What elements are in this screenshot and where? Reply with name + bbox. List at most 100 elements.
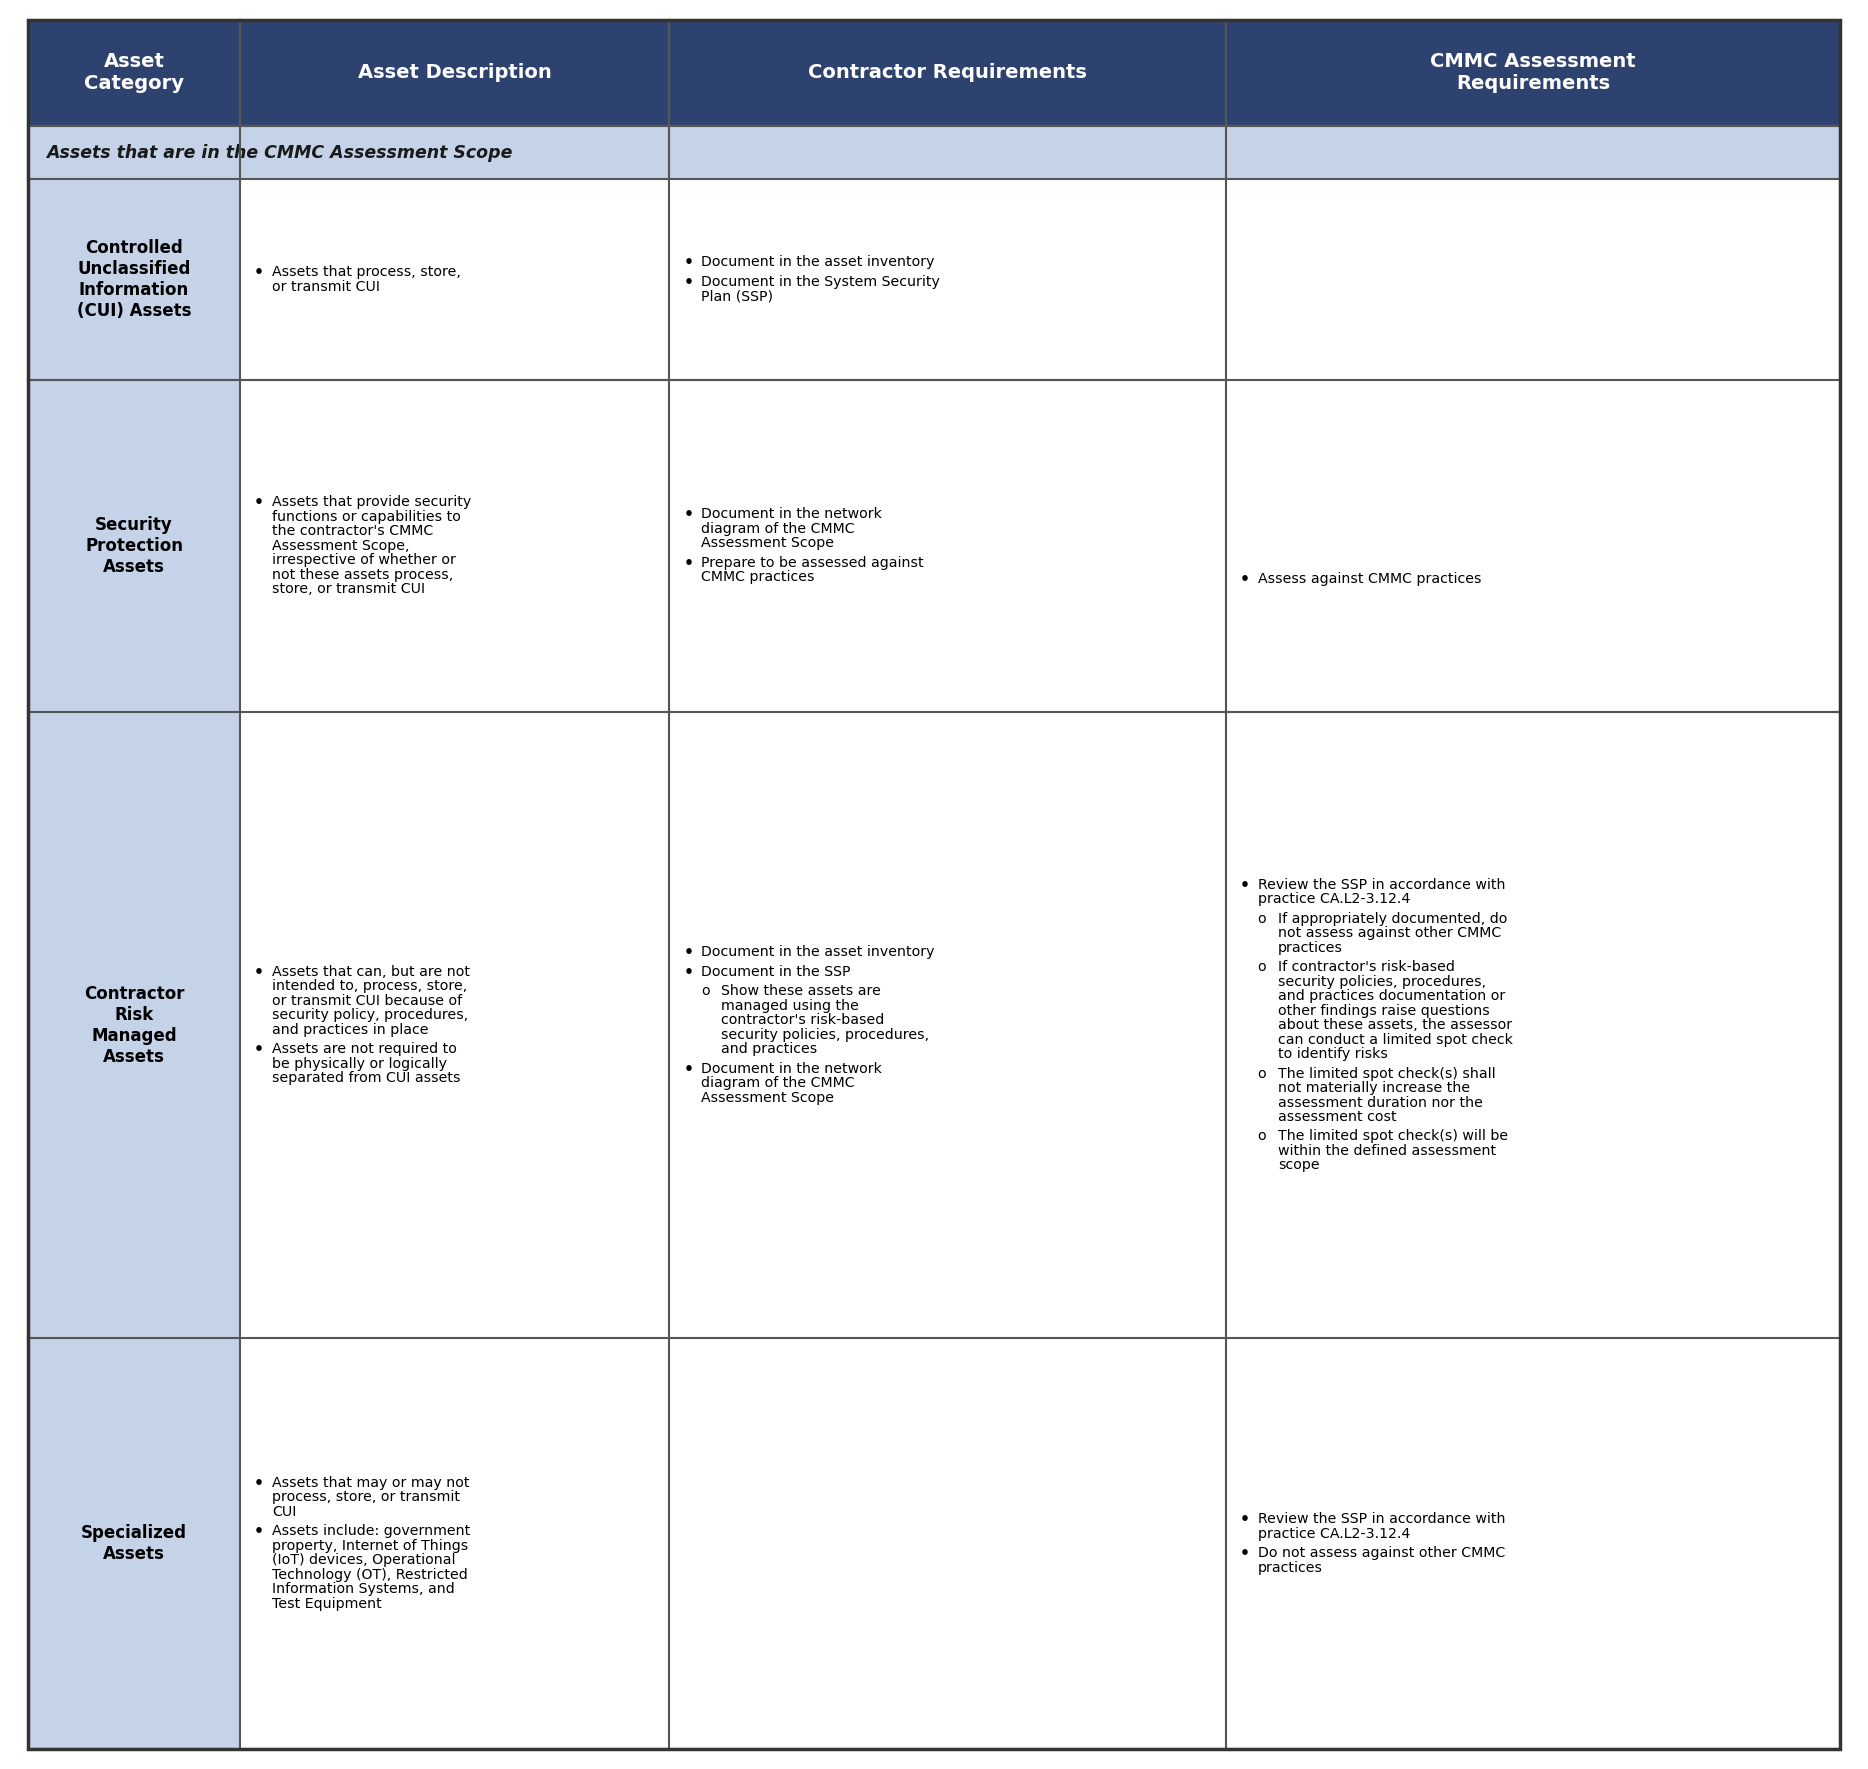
Text: contractor's risk-based: contractor's risk-based (721, 1014, 885, 1028)
Text: assessment cost: assessment cost (1278, 1109, 1397, 1123)
Text: be physically or logically: be physically or logically (273, 1056, 446, 1070)
Text: not assess against other CMMC: not assess against other CMMC (1278, 927, 1502, 939)
Text: •: • (1240, 1512, 1250, 1527)
Text: assessment duration nor the: assessment duration nor the (1278, 1095, 1483, 1109)
Text: Asset Description: Asset Description (359, 64, 551, 83)
Bar (669, 19, 1225, 126)
Bar (1225, 713, 1840, 1339)
Text: If appropriately documented, do: If appropriately documented, do (1278, 911, 1507, 925)
Text: Document in the asset inventory: Document in the asset inventory (702, 255, 936, 269)
Text: •: • (1240, 877, 1250, 893)
Text: irrespective of whether or: irrespective of whether or (273, 554, 456, 568)
Text: Document in the System Security: Document in the System Security (702, 274, 940, 288)
Text: intended to, process, store,: intended to, process, store, (273, 980, 467, 994)
Text: The limited spot check(s) will be: The limited spot check(s) will be (1278, 1129, 1507, 1143)
Text: or transmit CUI: or transmit CUI (273, 280, 379, 294)
Text: o: o (1257, 1129, 1267, 1143)
Text: and practices in place: and practices in place (273, 1022, 428, 1037)
Text: Assets that may or may not: Assets that may or may not (273, 1475, 469, 1489)
Text: Document in the network: Document in the network (702, 1061, 882, 1076)
Text: within the defined assessment: within the defined assessment (1278, 1145, 1496, 1159)
Text: •: • (254, 1475, 263, 1491)
Text: Contractor
Risk
Managed
Assets: Contractor Risk Managed Assets (84, 985, 185, 1065)
Text: scope: scope (1278, 1159, 1319, 1173)
Text: o: o (1257, 1067, 1267, 1081)
Text: the contractor's CMMC: the contractor's CMMC (273, 524, 433, 538)
Text: Asset
Category: Asset Category (84, 53, 185, 94)
Text: security policies, procedures,: security policies, procedures, (721, 1028, 930, 1042)
Bar (669, 713, 1225, 1339)
Text: •: • (254, 265, 263, 280)
Text: property, Internet of Things: property, Internet of Things (273, 1539, 469, 1553)
Text: other findings raise questions: other findings raise questions (1278, 1003, 1489, 1017)
Text: •: • (1240, 1546, 1250, 1560)
Text: Assets that are in the CMMC Assessment Scope: Assets that are in the CMMC Assessment S… (47, 143, 512, 161)
Text: Document in the asset inventory: Document in the asset inventory (702, 945, 936, 959)
Text: Test Equipment: Test Equipment (273, 1597, 381, 1612)
Text: Controlled
Unclassified
Information
(CUI) Assets: Controlled Unclassified Information (CUI… (77, 239, 191, 320)
Text: to identify risks: to identify risks (1278, 1047, 1388, 1061)
Text: can conduct a limited spot check: can conduct a limited spot check (1278, 1033, 1513, 1047)
Text: •: • (684, 255, 693, 271)
Text: or transmit CUI because of: or transmit CUI because of (273, 994, 461, 1008)
Text: Do not assess against other CMMC: Do not assess against other CMMC (1257, 1546, 1506, 1560)
Bar (239, 179, 669, 380)
Text: Information Systems, and: Information Systems, and (273, 1581, 454, 1596)
Text: o: o (1257, 961, 1267, 975)
Text: •: • (684, 1061, 693, 1077)
Text: store, or transmit CUI: store, or transmit CUI (273, 582, 426, 596)
Bar (28, 380, 239, 713)
Text: and practices: and practices (721, 1042, 818, 1056)
Text: Review the SSP in accordance with: Review the SSP in accordance with (1257, 877, 1506, 892)
Text: Show these assets are: Show these assets are (721, 984, 882, 998)
Text: •: • (684, 274, 693, 290)
Text: managed using the: managed using the (721, 999, 859, 1014)
Text: •: • (684, 555, 693, 571)
Text: Assessment Scope,: Assessment Scope, (273, 540, 409, 554)
Text: CUI: CUI (273, 1505, 297, 1520)
Text: Assessment Scope: Assessment Scope (702, 536, 835, 550)
Bar (28, 19, 239, 126)
Text: Assets that can, but are not: Assets that can, but are not (273, 964, 471, 978)
Bar (28, 1339, 239, 1750)
Text: practices: practices (1257, 1560, 1323, 1574)
Text: practice CA.L2-3.12.4: practice CA.L2-3.12.4 (1257, 892, 1410, 906)
Bar (28, 126, 1840, 179)
Text: •: • (254, 964, 263, 980)
Text: Document in the network: Document in the network (702, 508, 882, 522)
Text: Technology (OT), Restricted: Technology (OT), Restricted (273, 1567, 467, 1581)
Bar (239, 1339, 669, 1750)
Text: Assets that provide security: Assets that provide security (273, 495, 471, 509)
Text: If contractor's risk-based: If contractor's risk-based (1278, 961, 1455, 975)
Text: Review the SSP in accordance with: Review the SSP in accordance with (1257, 1512, 1506, 1527)
Text: Contractor Requirements: Contractor Requirements (809, 64, 1087, 83)
Text: •: • (684, 945, 693, 961)
Bar (239, 19, 669, 126)
Bar (239, 713, 669, 1339)
Text: Assets include: government: Assets include: government (273, 1525, 471, 1539)
Text: Assessment Scope: Assessment Scope (702, 1091, 835, 1106)
Bar (669, 380, 1225, 713)
Text: •: • (684, 508, 693, 522)
Text: security policy, procedures,: security policy, procedures, (273, 1008, 469, 1022)
Text: Specialized
Assets: Specialized Assets (80, 1525, 187, 1564)
Text: •: • (684, 964, 693, 980)
Text: •: • (254, 1525, 263, 1539)
Text: •: • (254, 495, 263, 511)
Text: not materially increase the: not materially increase the (1278, 1081, 1470, 1095)
Text: about these assets, the assessor: about these assets, the assessor (1278, 1019, 1511, 1031)
Text: separated from CUI assets: separated from CUI assets (273, 1072, 461, 1084)
Text: process, store, or transmit: process, store, or transmit (273, 1491, 460, 1504)
Text: CMMC Assessment
Requirements: CMMC Assessment Requirements (1431, 53, 1636, 94)
Text: The limited spot check(s) shall: The limited spot check(s) shall (1278, 1067, 1496, 1081)
Text: Document in the SSP: Document in the SSP (702, 964, 852, 978)
Text: (IoT) devices, Operational: (IoT) devices, Operational (273, 1553, 456, 1567)
Text: functions or capabilities to: functions or capabilities to (273, 509, 461, 524)
Text: Security
Protection
Assets: Security Protection Assets (86, 517, 183, 577)
Text: Prepare to be assessed against: Prepare to be assessed against (702, 555, 925, 570)
Text: and practices documentation or: and practices documentation or (1278, 989, 1506, 1003)
Bar (1225, 1339, 1840, 1750)
Text: practices: practices (1278, 941, 1343, 955)
Bar (669, 1339, 1225, 1750)
Bar (28, 713, 239, 1339)
